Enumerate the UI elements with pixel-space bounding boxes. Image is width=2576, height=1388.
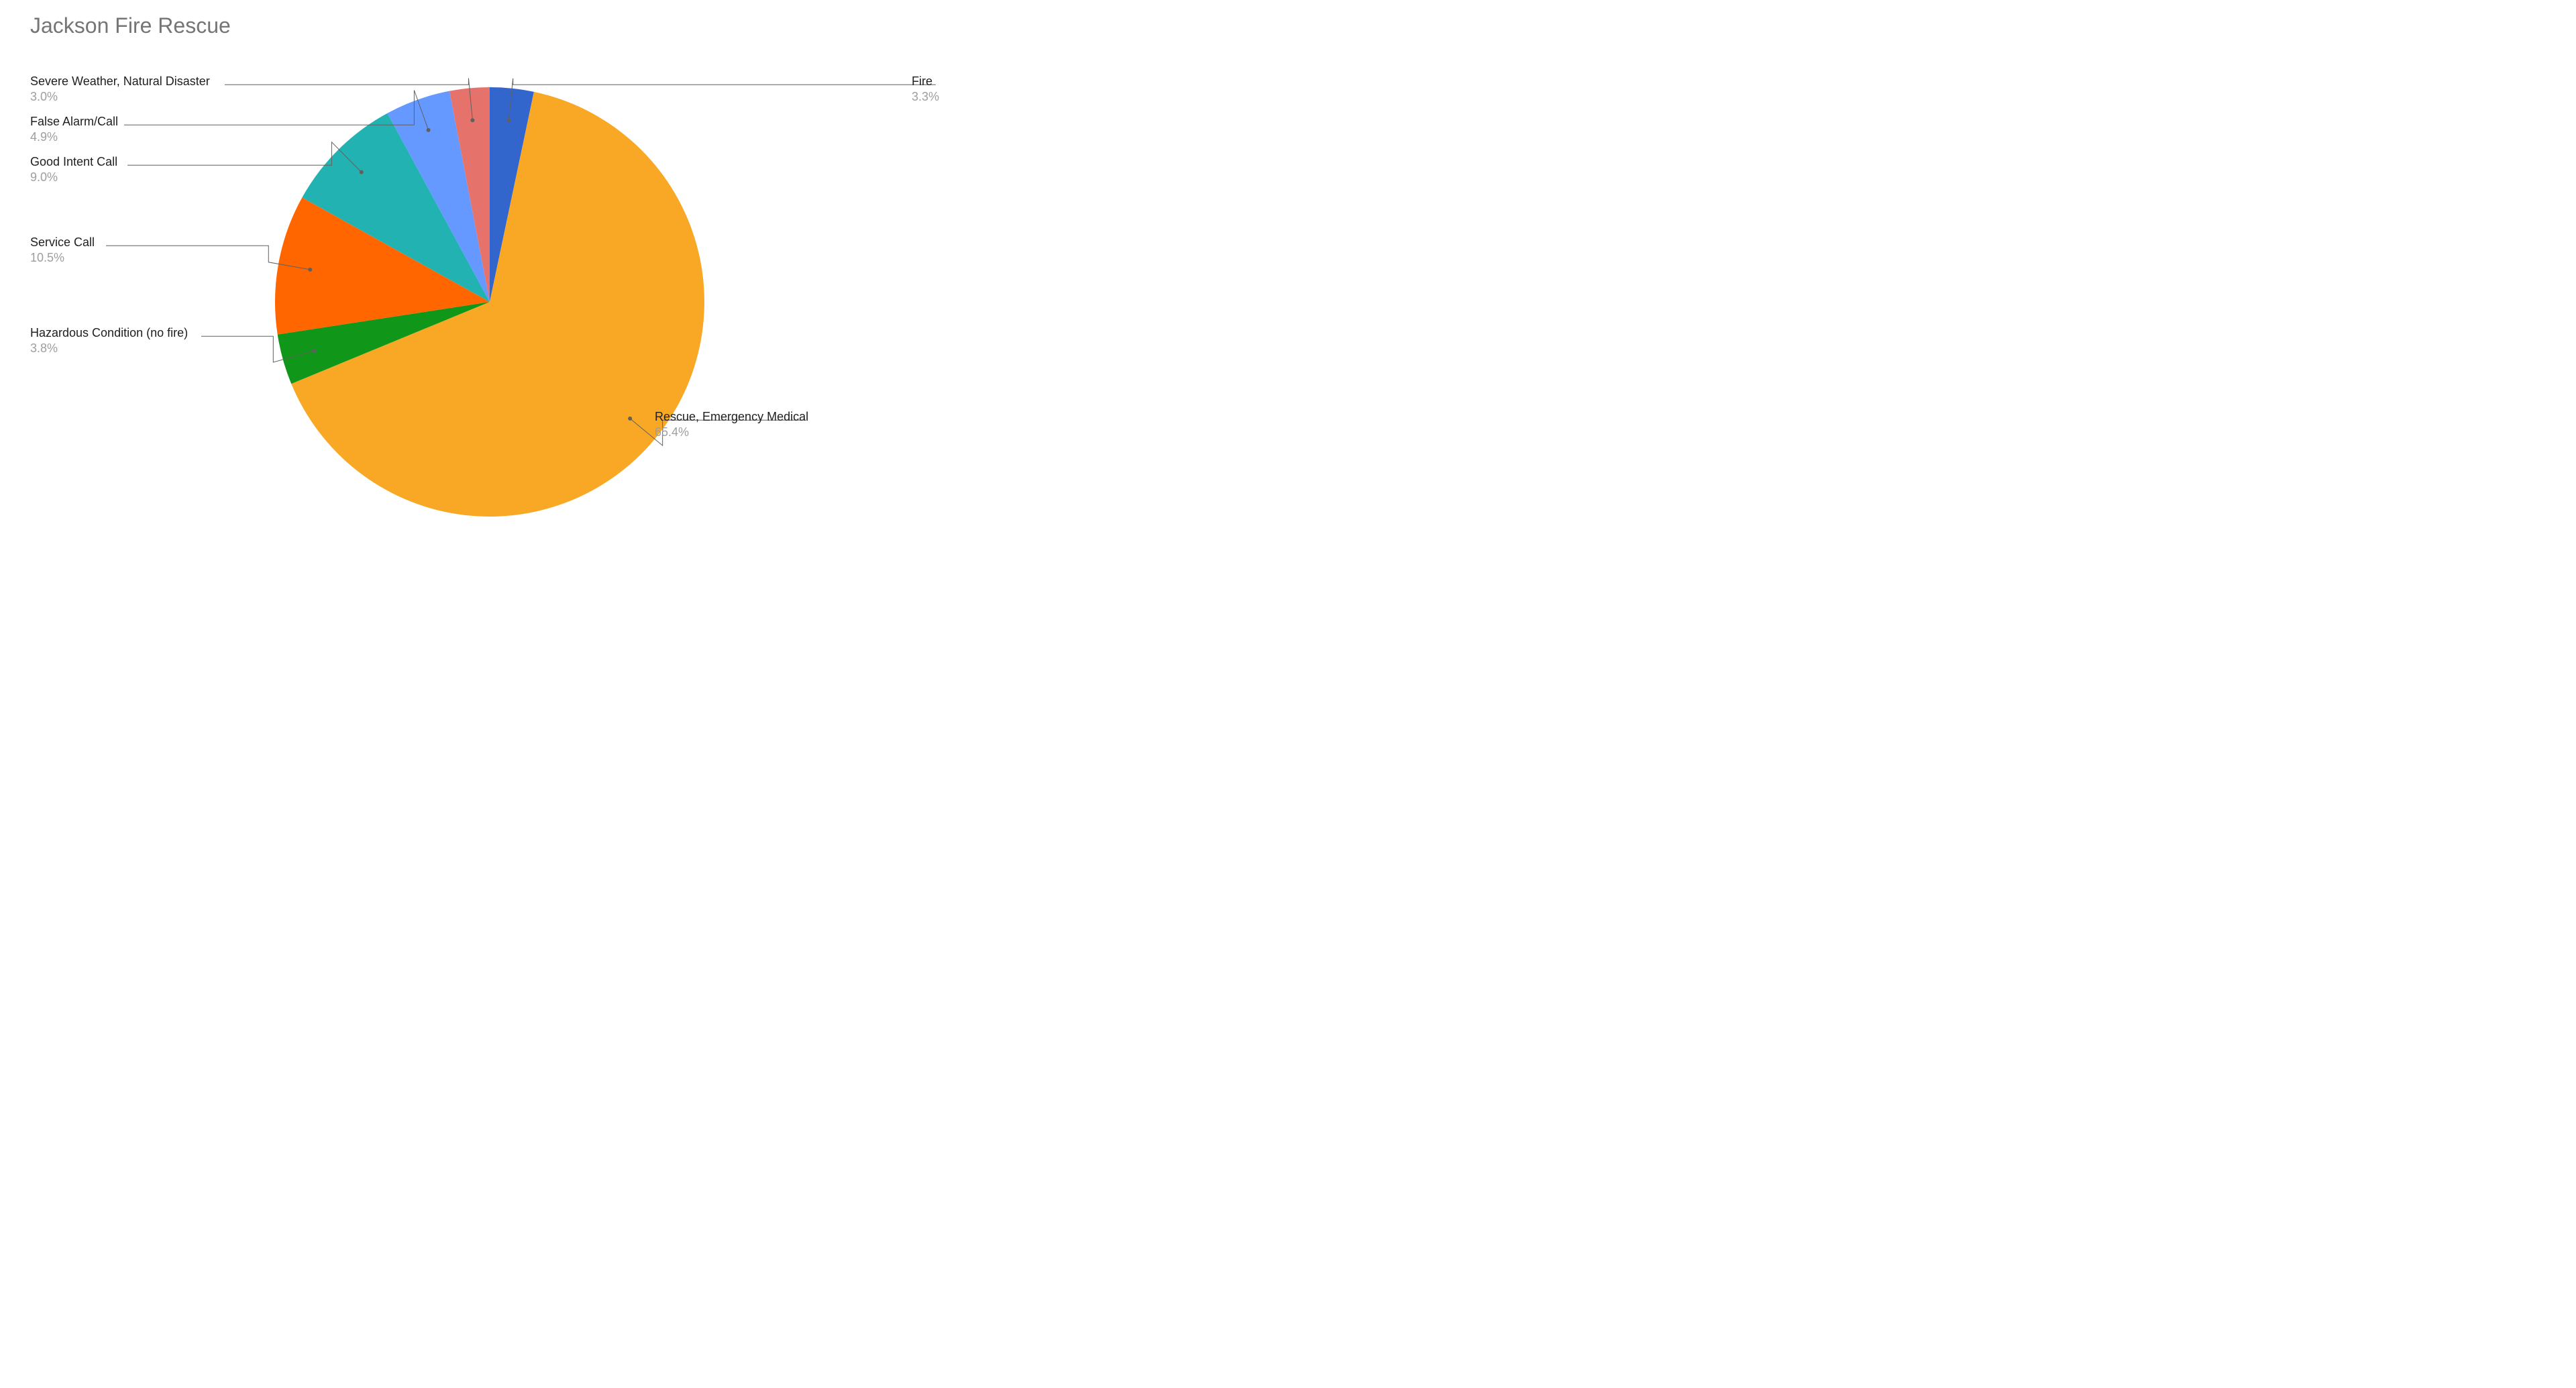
leader-dot-severe-weather: [470, 118, 474, 122]
pie-chart-container: Jackson Fire Rescue Fire3.3%Rescue, Emer…: [0, 0, 993, 537]
slice-label-percent-false-alarm: 4.9%: [30, 129, 118, 145]
slice-label-text-severe-weather: Severe Weather, Natural Disaster: [30, 74, 210, 89]
slice-label-good-intent: Good Intent Call9.0%: [30, 154, 117, 184]
leader-dot-false-alarm: [427, 128, 431, 132]
slice-label-percent-service-call: 10.5%: [30, 250, 95, 266]
slice-label-service-call: Service Call10.5%: [30, 235, 95, 265]
leader-dot-service-call: [308, 268, 312, 272]
slice-label-percent-haz-condition: 3.8%: [30, 341, 188, 356]
leader-dot-haz-condition: [312, 349, 316, 353]
leader-dot-fire: [506, 118, 511, 122]
slice-label-percent-rescue-ems: 65.4%: [655, 425, 808, 440]
slice-label-percent-fire: 3.3%: [912, 89, 939, 105]
slice-label-haz-condition: Hazardous Condition (no fire)3.8%: [30, 325, 188, 356]
slice-label-text-false-alarm: False Alarm/Call: [30, 114, 118, 129]
slice-label-false-alarm: False Alarm/Call4.9%: [30, 114, 118, 144]
slice-label-percent-good-intent: 9.0%: [30, 170, 117, 185]
slice-label-rescue-ems: Rescue, Emergency Medical65.4%: [655, 409, 808, 439]
slice-label-fire: Fire3.3%: [912, 74, 939, 104]
leader-dot-good-intent: [360, 170, 364, 174]
slice-label-severe-weather: Severe Weather, Natural Disaster3.0%: [30, 74, 210, 104]
slice-label-text-service-call: Service Call: [30, 235, 95, 250]
slice-label-text-haz-condition: Hazardous Condition (no fire): [30, 325, 188, 341]
leader-dot-rescue-ems: [628, 417, 632, 421]
slice-label-text-rescue-ems: Rescue, Emergency Medical: [655, 409, 808, 425]
slice-label-text-good-intent: Good Intent Call: [30, 154, 117, 170]
slice-label-text-fire: Fire: [912, 74, 939, 89]
slice-label-percent-severe-weather: 3.0%: [30, 89, 210, 105]
